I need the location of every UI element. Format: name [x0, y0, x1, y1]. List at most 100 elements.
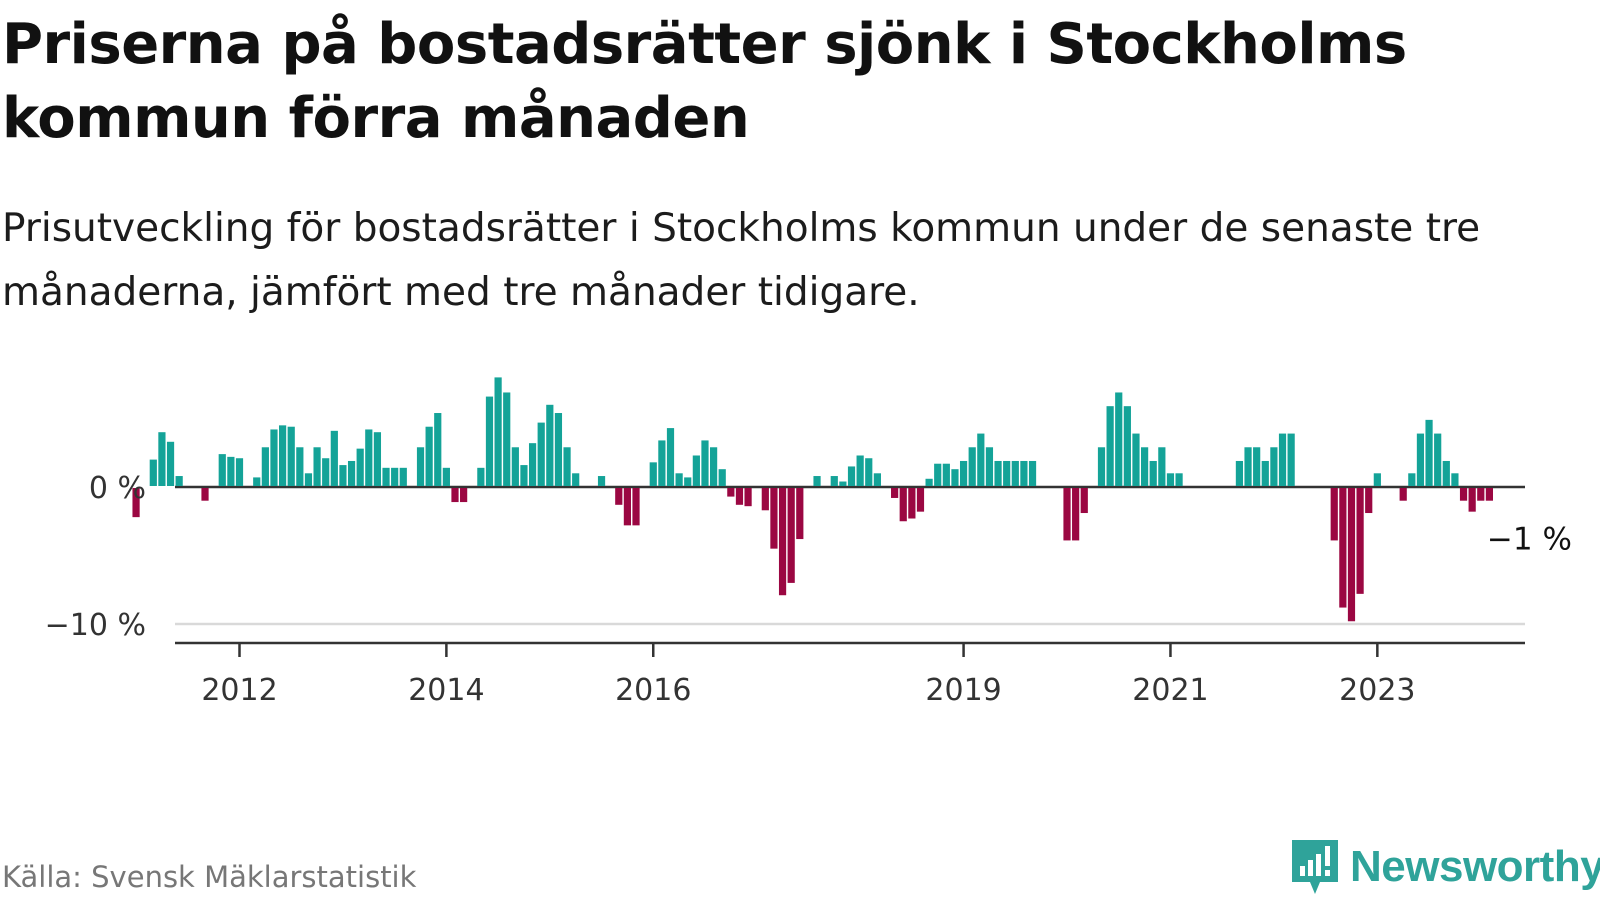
- bar: [330, 430, 338, 486]
- bar: [839, 481, 847, 486]
- bar: [287, 426, 295, 486]
- bar: [959, 460, 968, 486]
- x-tick-label: 2019: [925, 673, 1001, 708]
- bar: [1141, 447, 1149, 486]
- bar: [1253, 447, 1261, 486]
- bar: [873, 473, 881, 486]
- bar: [382, 467, 390, 486]
- bar: [434, 413, 442, 486]
- bar: [977, 433, 985, 486]
- bar: [1373, 473, 1381, 486]
- bar: [416, 447, 425, 486]
- bar: [830, 476, 838, 486]
- bar: [279, 425, 287, 486]
- bar: [503, 392, 511, 486]
- bar: [1347, 488, 1356, 622]
- bar: [425, 426, 433, 486]
- bar: [770, 488, 778, 549]
- bar: [132, 488, 140, 518]
- bar: [477, 467, 485, 486]
- bar: [460, 488, 468, 503]
- bar: [1106, 406, 1114, 486]
- y-tick-label: 0 %: [89, 471, 146, 506]
- bar: [994, 460, 1002, 486]
- bar: [1132, 433, 1140, 486]
- bar: [451, 488, 459, 503]
- bar: [166, 441, 175, 486]
- bar: [1451, 473, 1459, 486]
- bar-chart: 0 % −10 % 2012 2014 2016 2019 2021 2023 −1 %: [45, 377, 1572, 708]
- bar: [339, 465, 347, 486]
- bar: [563, 447, 571, 486]
- bar: [891, 488, 899, 498]
- bar: [347, 460, 356, 486]
- bar: [1356, 488, 1364, 594]
- source-note: Källa: Svensk Mäklarstatistik: [2, 860, 417, 894]
- bar: [391, 467, 399, 486]
- bar: [253, 477, 261, 486]
- bar: [735, 488, 744, 505]
- bar: [158, 432, 166, 486]
- brand-logo[interactable]: Newsworthy: [1290, 838, 1600, 896]
- bar: [865, 458, 873, 486]
- bar: [1425, 419, 1433, 486]
- bar: [1434, 433, 1442, 486]
- bar: [1063, 488, 1071, 541]
- bar: [218, 454, 226, 486]
- bar: [925, 478, 933, 486]
- bar: [175, 476, 183, 486]
- chart-title: Priserna på bostadsrätter sjönk i Stockh…: [2, 12, 1407, 151]
- bar: [1416, 433, 1425, 486]
- bar: [1115, 392, 1123, 486]
- bar: [813, 476, 821, 486]
- bar: [1477, 488, 1485, 501]
- bar: [623, 488, 631, 526]
- bars: [132, 377, 1493, 622]
- brand-name: Newsworthy: [1350, 842, 1600, 891]
- bar: [554, 413, 563, 486]
- x-tick-label: 2012: [201, 673, 277, 708]
- newsworthy-logo-icon: [1292, 840, 1338, 894]
- bar: [666, 428, 675, 486]
- bar: [1235, 460, 1244, 486]
- x-ticks: 2012 2014 2016 2019 2021 2023: [201, 643, 1416, 708]
- bar: [951, 469, 959, 486]
- bar: [201, 488, 209, 501]
- bar: [1485, 488, 1493, 501]
- bar: [304, 473, 313, 486]
- bar: [149, 459, 157, 486]
- bar: [942, 463, 950, 486]
- bar: [1330, 488, 1338, 541]
- chart-subtitle: Prisutveckling för bostadsrätter i Stock…: [2, 206, 1481, 315]
- bar: [847, 466, 856, 486]
- bar: [727, 488, 735, 497]
- bar: [985, 447, 994, 486]
- bar: [1287, 433, 1295, 486]
- bar: [494, 377, 502, 486]
- bar: [296, 447, 304, 486]
- bar: [1020, 460, 1028, 486]
- x-tick-label: 2023: [1339, 673, 1415, 708]
- bar: [597, 476, 606, 486]
- bar: [1408, 473, 1416, 486]
- y-tick-label: −10 %: [45, 608, 146, 643]
- bar: [675, 473, 683, 486]
- x-tick-label: 2016: [615, 673, 691, 708]
- bar: [1278, 433, 1287, 486]
- bar: [649, 462, 657, 486]
- bar: [1011, 460, 1019, 486]
- bar: [528, 443, 537, 486]
- bar: [572, 473, 580, 486]
- bar: [1149, 460, 1157, 486]
- bar: [1339, 488, 1347, 608]
- bar: [485, 396, 494, 486]
- bar: [701, 440, 709, 486]
- bar: [511, 447, 519, 486]
- bar: [761, 488, 769, 511]
- bar: [373, 432, 382, 486]
- bar: [537, 422, 545, 486]
- bar: [399, 467, 407, 486]
- bar: [692, 455, 700, 486]
- bar: [796, 488, 804, 540]
- bar: [1097, 447, 1106, 486]
